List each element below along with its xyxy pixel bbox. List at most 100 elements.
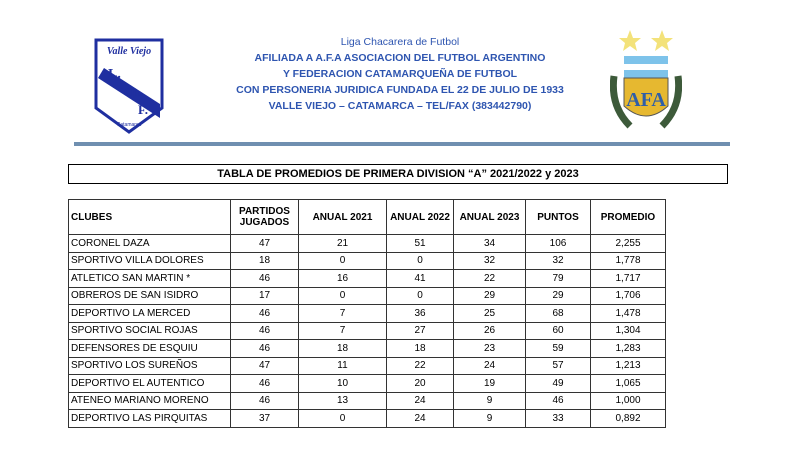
- header-line: VALLE VIEJO – CATAMARCA – TEL/FAX (38344…: [268, 100, 532, 112]
- cell-partidos: 46: [230, 269, 299, 288]
- cell-anual-2022: 41: [386, 269, 454, 288]
- cell-puntos: 68: [525, 304, 591, 323]
- table-row: DEPORTIVO EL AUTENTICO 46 10 20 19 49 1,065: [68, 374, 666, 393]
- col-clubes: CLUBES: [68, 199, 231, 235]
- cell-club: SPORTIVO VILLA DOLORES: [68, 251, 231, 270]
- cell-anual-2023: 25: [453, 304, 526, 323]
- col-anual-2022: ANUAL 2022: [386, 199, 454, 235]
- cell-partidos: 17: [230, 286, 299, 305]
- cell-club: ATENEO MARIANO MORENO: [68, 391, 231, 410]
- cell-partidos: 46: [230, 391, 299, 410]
- cell-anual-2021: 0: [298, 409, 387, 428]
- cell-partidos: 47: [230, 356, 299, 375]
- cell-promedio: 2,255: [590, 234, 666, 253]
- cell-promedio: 1,478: [590, 304, 666, 323]
- cell-puntos: 49: [525, 374, 591, 393]
- svg-text:Ch.: Ch.: [124, 85, 142, 99]
- cell-promedio: 1,000: [590, 391, 666, 410]
- col-puntos: PUNTOS: [525, 199, 591, 235]
- cell-anual-2023: 29: [453, 286, 526, 305]
- table-title: TABLA DE PROMEDIOS DE PRIMERA DIVISION “…: [68, 164, 728, 184]
- cell-puntos: 57: [525, 356, 591, 375]
- cell-club: OBREROS DE SAN ISIDRO: [68, 286, 231, 305]
- cell-anual-2022: 0: [386, 251, 454, 270]
- cell-anual-2021: 11: [298, 356, 387, 375]
- svg-text:AFA: AFA: [626, 89, 666, 111]
- cell-puntos: 79: [525, 269, 591, 288]
- cell-anual-2021: 21: [298, 234, 387, 253]
- col-partidos-jugados: PARTIDOS JUGADOS: [230, 199, 299, 235]
- svg-text:F.: F.: [138, 102, 148, 117]
- table-row: ATLETICO SAN MARTIN * 46 16 41 22 79 1,717: [68, 269, 666, 288]
- cell-club: CORONEL DAZA: [68, 234, 231, 253]
- cell-club: SPORTIVO SOCIAL ROJAS: [68, 321, 231, 340]
- cell-partidos: 46: [230, 339, 299, 358]
- header-line: CON PERSONERIA JURIDICA FUNDADA EL 22 DE…: [236, 84, 564, 96]
- cell-promedio: 1,283: [590, 339, 666, 358]
- table-row: SPORTIVO SOCIAL ROJAS 46 7 27 26 60 1,304: [68, 321, 666, 340]
- table-row: SPORTIVO VILLA DOLORES 18 0 0 32 32 1,778: [68, 251, 666, 270]
- cell-puntos: 32: [525, 251, 591, 270]
- cell-anual-2023: 22: [453, 269, 526, 288]
- cell-club: DEFENSORES DE ESQUIU: [68, 339, 231, 358]
- cell-anual-2021: 13: [298, 391, 387, 410]
- cell-anual-2023: 24: [453, 356, 526, 375]
- svg-text:Valle Viejo: Valle Viejo: [107, 46, 151, 57]
- svg-text:Catamarca: Catamarca: [117, 122, 142, 128]
- cell-partidos: 46: [230, 321, 299, 340]
- cell-anual-2023: 26: [453, 321, 526, 340]
- cell-club: DEPORTIVO LA MERCED: [68, 304, 231, 323]
- cell-anual-2021: 7: [298, 321, 387, 340]
- cell-club: SPORTIVO LOS SUREÑOS: [68, 356, 231, 375]
- cell-promedio: 0,892: [590, 409, 666, 428]
- table-row: ATENEO MARIANO MORENO 46 13 24 9 46 1,000: [68, 391, 666, 410]
- cell-partidos: 37: [230, 409, 299, 428]
- cell-anual-2022: 24: [386, 409, 454, 428]
- league-name: Liga Chacarera de Futbol: [340, 36, 460, 48]
- cell-club: ATLETICO SAN MARTIN *: [68, 269, 231, 288]
- cell-promedio: 1,304: [590, 321, 666, 340]
- cell-anual-2021: 10: [298, 374, 387, 393]
- cell-partidos: 47: [230, 234, 299, 253]
- cell-anual-2022: 24: [386, 391, 454, 410]
- cell-club: DEPORTIVO EL AUTENTICO: [68, 374, 231, 393]
- cell-anual-2022: 27: [386, 321, 454, 340]
- cell-promedio: 1,213: [590, 356, 666, 375]
- cell-puntos: 33: [525, 409, 591, 428]
- col-anual-2021: ANUAL 2021: [298, 199, 387, 235]
- col-anual-2023: ANUAL 2023: [453, 199, 526, 235]
- cell-anual-2022: 36: [386, 304, 454, 323]
- table-row: DEPORTIVO LA MERCED 46 7 36 25 68 1,478: [68, 304, 666, 323]
- cell-partidos: 18: [230, 251, 299, 270]
- cell-anual-2022: 20: [386, 374, 454, 393]
- table-row: DEFENSORES DE ESQUIU 46 18 18 23 59 1,283: [68, 339, 666, 358]
- cell-anual-2022: 0: [386, 286, 454, 305]
- cell-partidos: 46: [230, 374, 299, 393]
- cell-puntos: 59: [525, 339, 591, 358]
- cell-anual-2023: 23: [453, 339, 526, 358]
- cell-anual-2022: 22: [386, 356, 454, 375]
- table-header-row: CLUBES PARTIDOS JUGADOS ANUAL 2021 ANUAL…: [68, 199, 666, 235]
- cell-anual-2021: 16: [298, 269, 387, 288]
- header-line: AFILIADA A A.F.A ASOCIACION DEL FUTBOL A…: [254, 52, 546, 64]
- table-row: OBREROS DE SAN ISIDRO 17 0 0 29 29 1,706: [68, 286, 666, 305]
- cell-anual-2023: 9: [453, 409, 526, 428]
- cell-promedio: 1,706: [590, 286, 666, 305]
- svg-text:L.: L.: [108, 67, 121, 82]
- table-row: DEPORTIVO LAS PIRQUITAS 37 0 24 9 33 0,892: [68, 409, 666, 428]
- cell-puntos: 29: [525, 286, 591, 305]
- cell-club: DEPORTIVO LAS PIRQUITAS: [68, 409, 231, 428]
- standings-table: CLUBES PARTIDOS JUGADOS ANUAL 2021 ANUAL…: [68, 199, 666, 428]
- cell-anual-2022: 18: [386, 339, 454, 358]
- cell-anual-2023: 19: [453, 374, 526, 393]
- table-row: CORONEL DAZA 47 21 51 34 106 2,255: [68, 234, 666, 253]
- col-promedio: PROMEDIO: [590, 199, 666, 235]
- cell-puntos: 46: [525, 391, 591, 410]
- header-divider: [74, 142, 730, 146]
- cell-puntos: 60: [525, 321, 591, 340]
- league-header: Liga Chacarera de Futbol AFILIADA A A.F.…: [200, 34, 600, 114]
- cell-anual-2021: 7: [298, 304, 387, 323]
- cell-promedio: 1,778: [590, 251, 666, 270]
- cell-anual-2022: 51: [386, 234, 454, 253]
- cell-anual-2021: 0: [298, 286, 387, 305]
